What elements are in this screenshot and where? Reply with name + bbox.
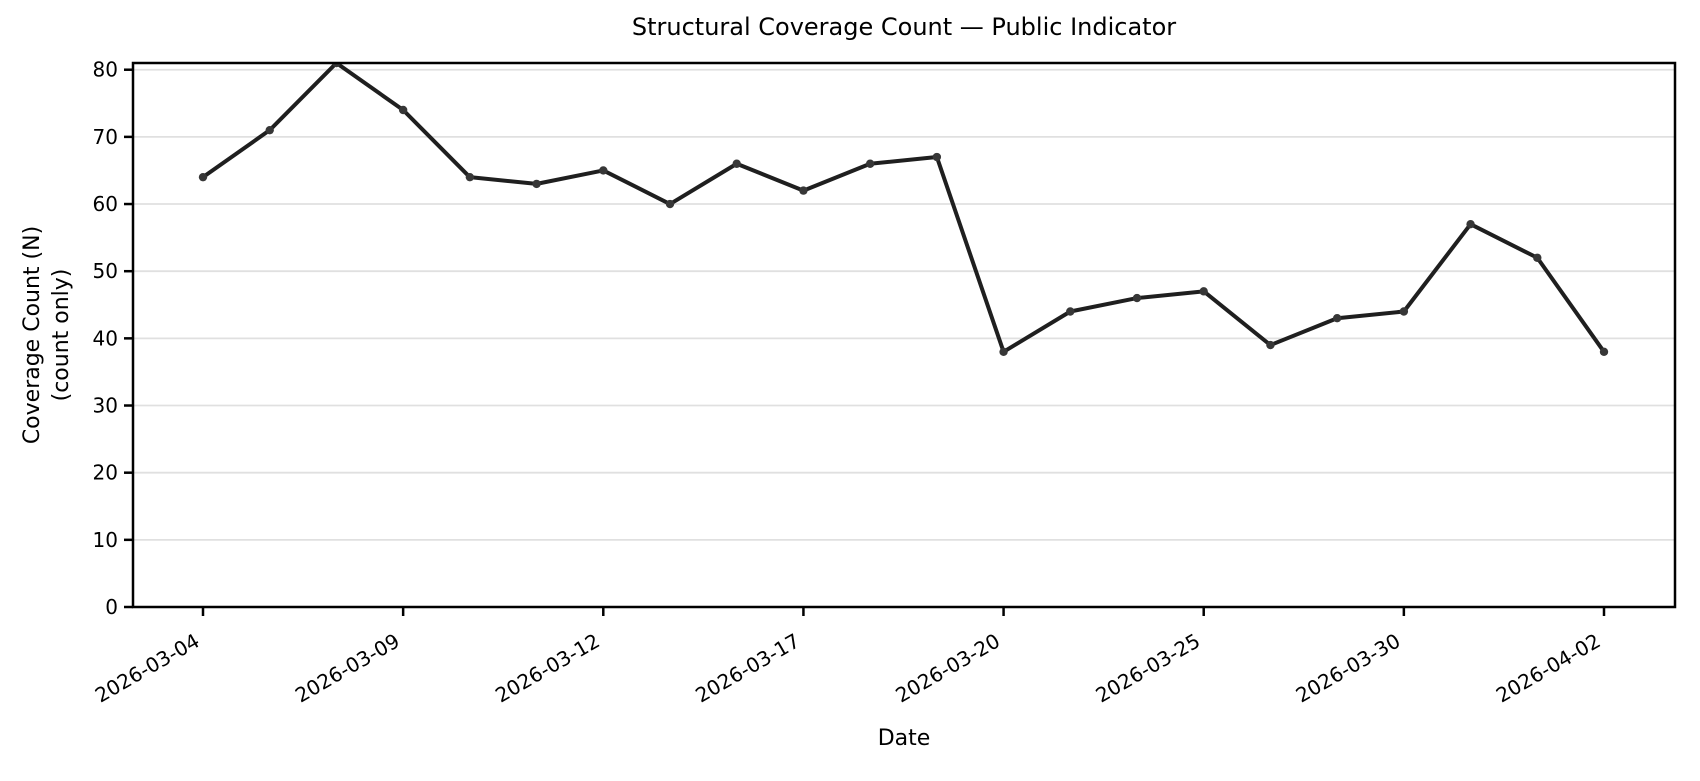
data-point: [599, 166, 608, 175]
data-point: [532, 179, 541, 189]
x-tick-label: 2026-03-09: [291, 629, 404, 708]
y-tick-label: 70: [93, 125, 118, 149]
data-point: [865, 159, 875, 168]
y-tick-label: 80: [93, 58, 118, 82]
x-tick-label: 2026-03-12: [491, 629, 604, 708]
data-point: [1533, 253, 1542, 262]
data-point: [1466, 219, 1475, 229]
y-tick-label: 20: [93, 461, 118, 485]
y-tick-label: 40: [93, 326, 118, 350]
data-point: [1399, 307, 1409, 316]
data-point: [665, 199, 675, 209]
x-axis-label: Date: [877, 726, 931, 751]
data-point: [198, 172, 208, 182]
data-point: [1132, 293, 1142, 303]
x-tick-label: 2026-04-02: [1492, 629, 1605, 708]
data-point: [1066, 307, 1075, 316]
y-tick-label: 30: [93, 394, 118, 418]
data-point: [398, 105, 408, 115]
series-line: [201, 63, 1606, 354]
data-point: [1599, 347, 1609, 356]
y-tick-label: 10: [93, 528, 118, 552]
data-point: [265, 125, 274, 135]
plot-border: [131, 61, 1677, 609]
x-tick-label: 2026-03-04: [91, 629, 204, 708]
series-group: [198, 63, 1609, 356]
x-tick-label: 2026-03-20: [891, 629, 1004, 708]
data-point: [799, 186, 808, 195]
y-tick-label: 60: [93, 192, 118, 216]
data-point: [1199, 287, 1208, 296]
data-point: [932, 152, 942, 162]
data-point: [732, 159, 741, 168]
y-tick-label: 0: [105, 595, 118, 619]
data-point: [999, 347, 1008, 356]
data-point: [1266, 340, 1275, 350]
y-tick-label: 50: [93, 259, 118, 283]
data-point: [465, 172, 475, 182]
x-tick-label: 2026-03-30: [1292, 629, 1405, 708]
x-tick-label: 2026-03-17: [691, 629, 804, 708]
chart-title: Structural Coverage Count — Public Indic…: [631, 13, 1177, 41]
data-point: [1332, 314, 1342, 323]
x-tick-label: 2026-03-25: [1092, 629, 1205, 708]
